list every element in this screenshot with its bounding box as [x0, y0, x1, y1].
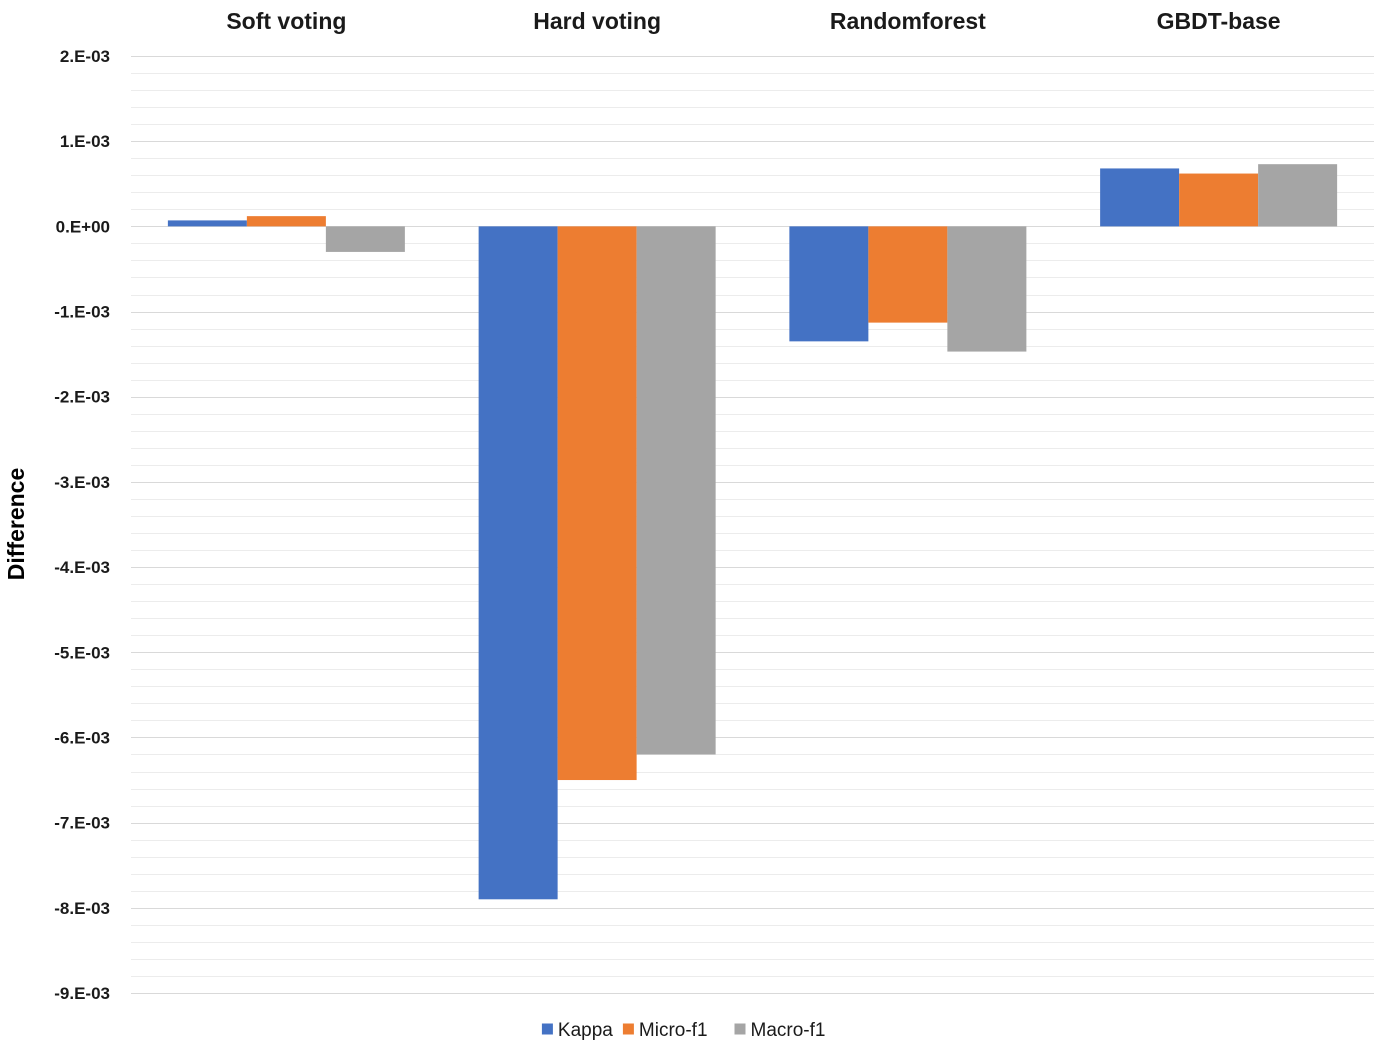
y-tick-label: -6.E-03: [54, 728, 110, 747]
bar-macro-f1-1: [325, 226, 405, 252]
y-tick-label: 1.E-03: [60, 132, 110, 151]
category-labels: Soft voting Hard voting Randomforest GBDT-b…: [226, 8, 1280, 34]
category-label: Hard voting: [533, 8, 661, 34]
bar-micro-f1-4: [1179, 173, 1259, 227]
bar-kappa-1: [167, 220, 247, 227]
legend-label: Macro-f1: [751, 1020, 826, 1041]
bar-kappa-2: [478, 226, 558, 900]
category-label: Randomforest: [830, 8, 986, 34]
y-tick-label: -3.E-03: [54, 473, 110, 492]
y-tick-label: -1.E-03: [54, 303, 110, 322]
y-tick-label: -2.E-03: [54, 388, 110, 407]
category-label: GBDT-base: [1157, 8, 1281, 34]
category-label: Soft voting: [226, 8, 346, 34]
y-tick-label: -5.E-03: [54, 643, 110, 662]
y-axis-title: Difference: [3, 468, 29, 580]
legend-swatch: [734, 1023, 746, 1035]
legend-label: Kappa: [558, 1020, 613, 1041]
bar-macro-f1-3: [947, 226, 1027, 352]
y-tick-label: -8.E-03: [54, 899, 110, 918]
bar-macro-f1-4: [1258, 164, 1338, 227]
y-tick-label: -9.E-03: [54, 984, 110, 1003]
legend-label: Micro-f1: [639, 1020, 708, 1041]
y-tick-label: -7.E-03: [54, 814, 110, 833]
bar-macro-f1-2: [636, 226, 716, 755]
y-tick-label: -4.E-03: [54, 558, 110, 577]
bar-micro-f1-3: [868, 226, 948, 323]
bars: [167, 164, 1338, 900]
y-tick-label: 2.E-03: [60, 47, 110, 66]
bar-kappa-3: [789, 226, 869, 342]
bar-kappa-4: [1100, 168, 1180, 227]
y-axis-ticks: 2.E-03 1.E-03 0.E+00 -1.E-03 -2.E-03 -3.E-03 -…: [54, 47, 110, 1003]
legend: Kappa Micro-f1 Macro-f1: [541, 1020, 826, 1041]
y-tick-label: 0.E+00: [56, 217, 110, 236]
legend-swatch: [541, 1023, 553, 1035]
bar-micro-f1-1: [246, 216, 326, 227]
bar-micro-f1-2: [557, 226, 637, 781]
legend-swatch: [622, 1023, 634, 1035]
